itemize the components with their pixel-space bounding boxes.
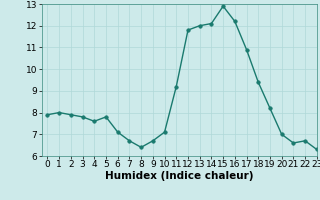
X-axis label: Humidex (Indice chaleur): Humidex (Indice chaleur) <box>105 171 253 181</box>
